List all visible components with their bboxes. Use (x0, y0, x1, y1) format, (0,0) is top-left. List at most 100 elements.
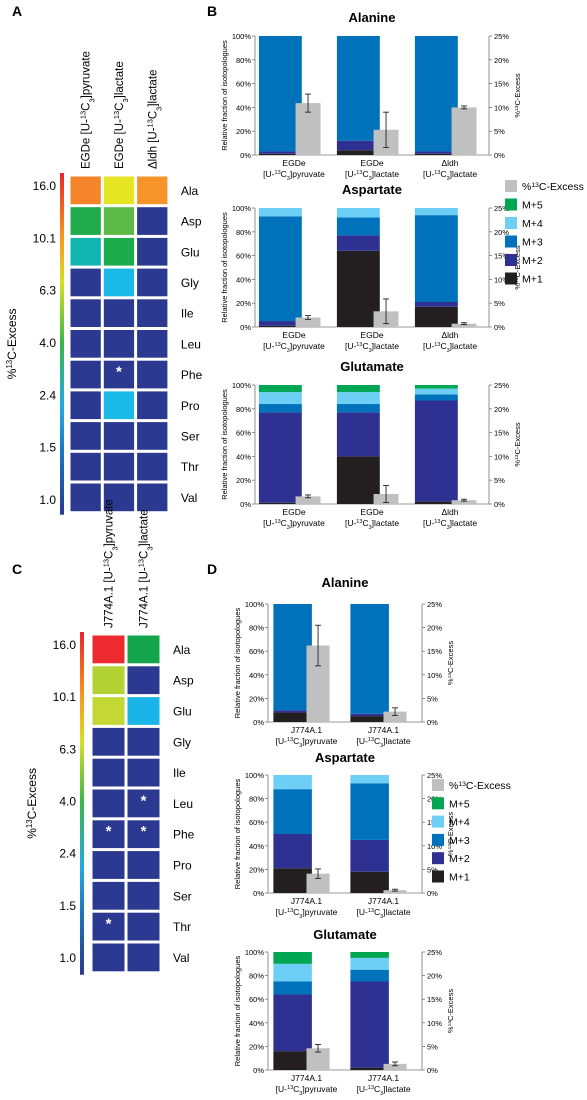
column-label: J774A.1 [U-13C3]lactate (136, 509, 154, 628)
heatmap-cell (127, 697, 160, 725)
stack-segment-M5 (350, 952, 389, 958)
heatmap-cell (92, 666, 125, 695)
right-tick-label: 25% (494, 204, 509, 213)
text-span: U- (359, 736, 368, 746)
text-span: ]lactate (372, 518, 400, 528)
stack-segment-M2 (273, 994, 312, 1052)
text-span: 13 (368, 737, 374, 743)
row-label: Val (173, 951, 189, 965)
text-span: 13 (25, 819, 34, 828)
row-label: Ala (173, 643, 191, 657)
stack-segment-M1 (350, 1067, 389, 1070)
text-span: U- (278, 736, 287, 746)
colorbar-tick: 4.0 (39, 336, 56, 350)
text-span: -Excess (446, 641, 455, 668)
text-span: U- (278, 1084, 287, 1094)
right-tick-label: 25% (427, 948, 442, 957)
text-span: 13 (111, 111, 120, 119)
text-span: J774A.1 [ (139, 579, 151, 628)
row-label: Val (181, 491, 197, 505)
right-tick-label: 0% (494, 151, 505, 160)
category-label: J774A.1 (368, 896, 399, 906)
colorbar-label: %13C-Excess (25, 768, 40, 839)
heatmap-cell (70, 207, 101, 235)
colorbar-tick: 2.4 (59, 847, 76, 861)
stack-segment-M3 (336, 404, 380, 413)
text-span: ]lactate (450, 518, 478, 528)
row-label: Phe (181, 368, 203, 382)
stack-segment-M3 (273, 789, 312, 834)
legend-swatch (505, 198, 517, 211)
left-tick-label: 60% (249, 818, 264, 827)
text-span: C (374, 736, 380, 746)
text-span: 13 (275, 170, 281, 176)
text-span: 13 (447, 673, 453, 679)
stack-segment-M2 (336, 140, 380, 151)
text-span: C (293, 736, 299, 746)
stack-segment-M5 (258, 385, 302, 393)
text-span: 13 (287, 908, 293, 914)
category-label: EGDe (360, 330, 383, 340)
excess-bar (451, 107, 477, 155)
stack-segment-M3 (273, 981, 312, 995)
text-span: C (362, 518, 368, 528)
text-span: U- (347, 169, 356, 179)
column-label: EGDe [U-13C3]pyruvate (78, 51, 96, 169)
stack-segment-M3 (258, 36, 302, 152)
stack-segment-M1 (258, 325, 302, 327)
row-label: Phe (173, 828, 195, 842)
heatmap-cell (137, 299, 168, 327)
heatmap-cell (92, 697, 125, 725)
heatmap-C: * * * * Ala Asp Glu Gly Ile Leu Phe Pro Ser Thr Val J77… (25, 499, 195, 975)
stack-segment-M5 (273, 952, 312, 964)
text-span: [ (423, 341, 426, 351)
excess-bar (451, 500, 477, 504)
row-label: Ser (173, 889, 192, 903)
category-sublabel: [U-13C3]pyruvate (263, 169, 325, 182)
category-sublabel: [U-13C3]lactate (423, 341, 477, 354)
colorbar (60, 173, 64, 515)
text-span: 3 (369, 176, 372, 182)
text-span: C (104, 551, 116, 559)
legend-label: M+2 (449, 853, 470, 865)
text-span: 3 (369, 348, 372, 354)
text-span: 3 (110, 546, 119, 550)
bar-chart-alanine: Alanine 0% 20% 40% 60% 80% 100% 0% 5% 10% 15% 20% 25… (220, 10, 522, 182)
stack-segment-M1 (273, 1051, 312, 1070)
text-span: 13 (78, 111, 87, 119)
text-span: ]lactate (383, 1084, 411, 1094)
text-span: % (513, 460, 522, 467)
text-span: ]lactate (372, 341, 400, 351)
text-span: [ (423, 518, 426, 528)
text-span: [ (263, 518, 266, 528)
text-span: C (147, 111, 159, 119)
text-span: 3 (380, 914, 383, 920)
heatmap-cell (137, 452, 168, 481)
category-sublabel: [U-13C3]lactate (356, 1084, 410, 1097)
left-tick-label: 60% (236, 429, 251, 438)
row-label: Asp (181, 215, 202, 229)
stack-segment-M3 (336, 36, 380, 141)
stack-segment-M2 (350, 713, 389, 717)
left-tick-label: 20% (249, 694, 264, 703)
stack-segment-M3 (273, 604, 312, 711)
text-span: C (440, 169, 446, 179)
text-span: 3 (154, 107, 163, 111)
legend-label: M+1 (522, 274, 543, 286)
legend-label: M+4 (449, 817, 470, 829)
text-span: 3 (447, 176, 450, 182)
left-tick-label: 0% (240, 500, 251, 509)
text-span: ]pyruvate (81, 51, 93, 98)
stack-segment-M2 (414, 400, 458, 502)
right-tick-label: 15% (494, 80, 509, 89)
text-span: % (446, 849, 455, 856)
left-tick-label: 0% (253, 889, 264, 898)
text-span: U- (278, 907, 287, 917)
heatmap-cell (92, 912, 125, 941)
stack-segment-M1 (350, 716, 389, 722)
right-tick-label: 5% (427, 1042, 438, 1051)
text-span: [ (263, 341, 266, 351)
text-span: 13 (287, 737, 293, 743)
stack-segment-M1 (258, 502, 302, 504)
text-span: U- (425, 341, 434, 351)
